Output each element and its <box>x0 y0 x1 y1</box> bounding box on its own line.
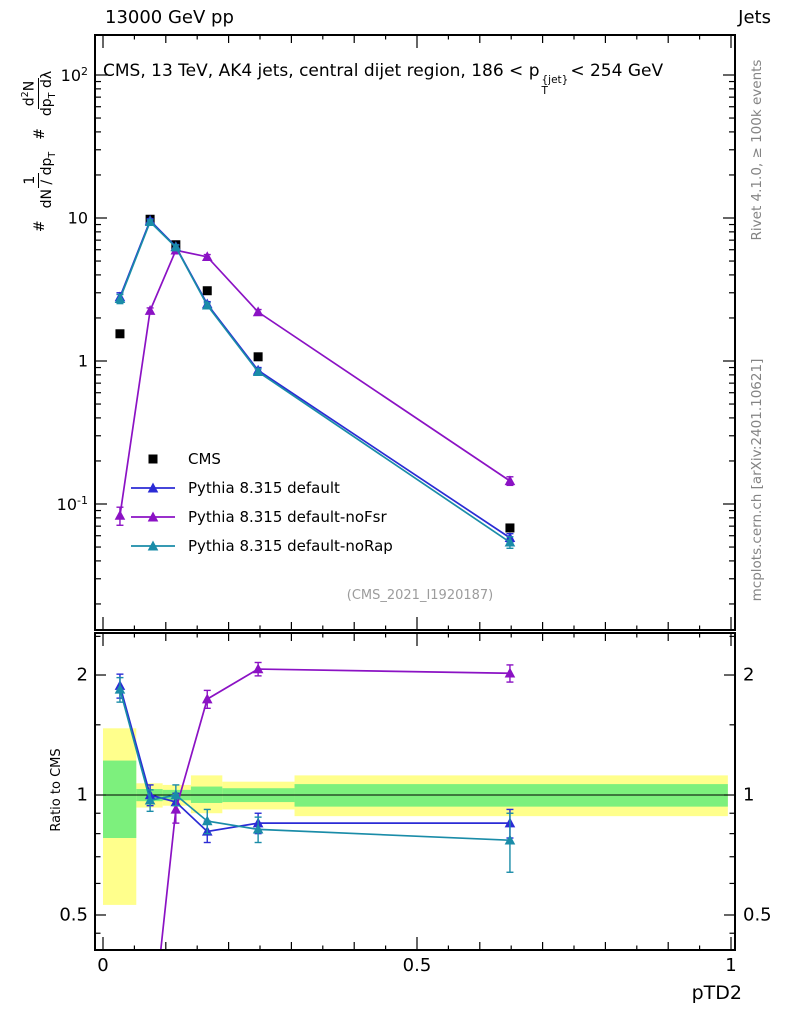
marker-square <box>253 352 263 362</box>
legend-label: Pythia 8.315 default <box>188 478 340 497</box>
marker-triangle <box>252 306 264 317</box>
marker-triangle <box>114 509 126 520</box>
marker-triangle <box>144 305 156 315</box>
marker-triangle <box>201 815 213 826</box>
marker-triangle <box>201 251 213 262</box>
legend-item: CMS <box>130 446 393 471</box>
marker-triangle <box>170 241 182 252</box>
marker-triangle <box>252 366 264 377</box>
marker-triangle <box>201 693 213 704</box>
plot-title-sub: T <box>541 85 548 98</box>
marker-triangle <box>504 667 516 678</box>
legend-item: Pythia 8.315 default-noRap <box>130 533 393 558</box>
ylabel-fraction-2: d2N dpT dλ <box>20 68 58 119</box>
ratio-panel-frame <box>94 632 736 951</box>
ratio-axis-label: Ratio to CMS <box>49 748 64 832</box>
series <box>159 661 516 950</box>
main-panel-frame <box>94 34 736 631</box>
plot-title: CMS, 13 TeV, AK4 jets, central dijet reg… <box>103 61 663 97</box>
series-line <box>159 668 510 950</box>
marker-triangle <box>252 823 264 834</box>
green-band <box>103 760 137 839</box>
marker-triangle <box>504 834 516 845</box>
plot-title-post: < 254 GeV <box>570 61 664 81</box>
marker-triangle <box>170 789 182 800</box>
x-axis-label: pTD2 <box>691 982 742 1004</box>
legend-item: Pythia 8.315 default-noFsr <box>130 504 393 529</box>
series-line <box>119 249 511 516</box>
ylabel-hash-1: # <box>32 220 48 233</box>
marker-triangle <box>114 293 126 304</box>
rivet-version-note: Rivet 4.1.0, ≥ 100k events <box>749 59 765 241</box>
legend-label: Pythia 8.315 default-noRap <box>188 536 393 555</box>
mcplots-attribution: mcplots.cern.ch [arXiv:2401.10621] <box>749 358 765 602</box>
analysis-group-label: Jets <box>738 7 771 28</box>
ylabel-frac1-numerator: 1 <box>21 172 39 188</box>
marker-triangle <box>504 536 516 547</box>
series-line <box>119 685 510 833</box>
ylabel-frac2-denominator: dpT dλ <box>39 70 58 117</box>
legend-triangle-marker <box>131 511 175 521</box>
legend-label: CMS <box>188 449 221 468</box>
series <box>114 216 516 550</box>
marker-triangle <box>201 299 213 310</box>
y-axis-label: # 1 dN / dpT # d2N dpT dλ <box>18 25 62 275</box>
legend-square-marker <box>148 454 158 463</box>
marker-square <box>115 329 125 339</box>
uncertainty-bands <box>103 728 728 905</box>
series-line <box>119 689 510 842</box>
beam-energy-label: 13000 GeV pp <box>105 7 234 28</box>
marker-triangle <box>252 663 264 674</box>
legend-triangle-marker <box>131 482 175 492</box>
marker-square <box>202 286 212 296</box>
marker-triangle <box>114 683 126 694</box>
pt-sub-sup-stack: {jet} T <box>541 74 569 98</box>
ylabel-frac2-numerator: d2N <box>20 77 40 110</box>
legend-triangle-marker <box>131 540 175 550</box>
ylabel-hash-2: # <box>32 128 48 140</box>
series <box>114 676 516 873</box>
marker-triangle <box>170 803 182 814</box>
marker-triangle <box>144 794 156 805</box>
legend: CMS Pythia 8.315 default Pythia 8.315 defa… <box>130 446 393 558</box>
marker-triangle <box>144 216 156 227</box>
analysis-id-watermark: (CMS_2021_I1920187) <box>346 588 494 603</box>
marker-triangle <box>504 475 516 486</box>
marker-square <box>505 523 515 533</box>
ylabel-frac1-denominator: dN / dpT <box>38 151 58 209</box>
ylabel-fraction-1: 1 dN / dpT <box>21 149 59 212</box>
plot-title-pre: CMS, 13 TeV, AK4 jets, central dijet reg… <box>103 61 540 81</box>
plot-title-sup: {jet} <box>541 74 569 86</box>
legend-label: Pythia 8.315 default-noFsr <box>188 507 387 526</box>
series-line <box>119 220 511 543</box>
legend-item: Pythia 8.315 default <box>130 475 393 500</box>
axis-ticks <box>95 35 735 950</box>
